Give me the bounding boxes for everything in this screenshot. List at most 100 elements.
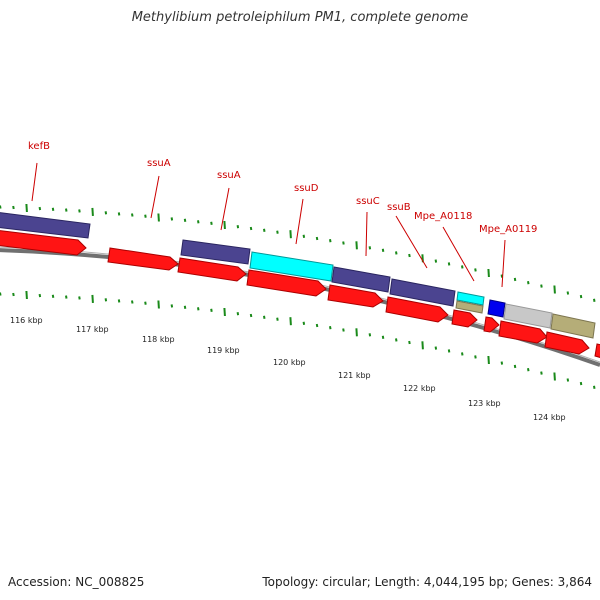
inner-tick-26 (342, 328, 345, 332)
outer-tick-23 (302, 234, 306, 238)
scale-label-118: 118 kbp (142, 335, 175, 344)
inner-tick-2 (25, 290, 28, 300)
leader-Mpe_A0119 (501, 239, 506, 288)
inner-tick-7 (91, 294, 94, 303)
inner-tick-45 (593, 385, 596, 389)
inner-tick-29 (381, 335, 385, 339)
outer-tick-15 (197, 220, 200, 224)
scale-label-120: 120 kbp (273, 358, 306, 367)
outer-tick-36 (474, 268, 477, 272)
trna-block-small (455, 300, 484, 314)
inner-tick-22 (289, 317, 292, 326)
outer-tick-7 (91, 207, 94, 216)
outer-tick-22 (289, 230, 292, 239)
outer-tick-27 (355, 241, 358, 250)
gene-block-ssuC (331, 266, 391, 293)
scale-label-123: 123 kbp (468, 399, 501, 408)
outer-tick-43 (566, 291, 570, 295)
cds-arrow-4 (246, 269, 327, 297)
inner-tick-6 (78, 296, 81, 300)
inner-tick-35 (461, 352, 464, 356)
inner-tick-0 (0, 292, 2, 296)
leader-ssuA-1 (150, 175, 160, 219)
outer-tick-40 (527, 281, 530, 285)
inner-tick-31 (408, 340, 411, 345)
outer-tick-41 (540, 284, 543, 288)
gene-block-ssuA (180, 239, 251, 265)
leader-ssuB (395, 215, 428, 269)
label-ssuB: ssuB (387, 202, 411, 213)
label-ssuD: ssuD (294, 183, 319, 194)
inner-tick-8 (104, 298, 108, 302)
cds-arrow-2 (107, 247, 179, 271)
outer-tick-33 (434, 259, 438, 263)
scale-label-121: 121 kbp (338, 371, 371, 380)
inner-tick-41 (540, 371, 543, 375)
outer-tick-31 (408, 253, 411, 258)
inner-tick-37 (487, 355, 490, 365)
outer-tick-44 (579, 294, 583, 299)
scale-label-119: 119 kbp (207, 346, 240, 355)
scale-label-122: 122 kbp (403, 384, 436, 393)
outer-tick-0 (0, 205, 2, 209)
outer-tick-26 (342, 241, 345, 245)
outer-tick-16 (210, 221, 213, 225)
label-Mpe_A0119: Mpe_A0119 (479, 224, 537, 235)
inner-tick-42 (553, 372, 556, 381)
outer-tick-13 (170, 217, 174, 221)
inner-tick-17 (223, 307, 226, 317)
outer-tick-18 (236, 225, 240, 229)
outer-tick-25 (329, 239, 332, 243)
gene-block-kefB (0, 212, 91, 239)
inner-tick-10 (131, 300, 134, 304)
cds-arrow-8 (483, 316, 500, 333)
cds-arrow-5 (327, 284, 384, 308)
topology-text: Topology: circular; Length: 4,044,195 bp… (262, 575, 592, 589)
inner-tick-3 (38, 293, 42, 298)
label-Mpe_A0118: Mpe_A0118 (414, 211, 472, 222)
outer-tick-30 (395, 251, 398, 255)
cds-arrow-3 (177, 257, 247, 282)
inner-tick-16 (210, 308, 213, 312)
outer-tick-42 (553, 285, 556, 294)
outer-tick-9 (117, 212, 121, 216)
inner-tick-5 (65, 295, 68, 299)
inner-tick-25 (329, 326, 332, 330)
inner-tick-18 (236, 312, 240, 316)
gene-block-ssuB (389, 278, 456, 307)
inner-tick-21 (276, 317, 279, 321)
inner-tick-30 (395, 338, 398, 342)
inner-tick-20 (263, 315, 266, 319)
inner-tick-12 (157, 300, 160, 309)
label-ssuA-2: ssuA (217, 170, 241, 181)
leader-kefB (31, 162, 38, 202)
outer-tick-17 (223, 220, 226, 230)
inner-tick-19 (249, 313, 253, 318)
outer-tick-28 (368, 246, 372, 250)
outer-minor-ticks (0, 203, 596, 302)
inner-tick-43 (566, 378, 570, 382)
outer-tick-35 (461, 265, 464, 269)
outer-tick-1 (12, 205, 15, 210)
rrna-block-small (456, 291, 485, 306)
leader-ssuD (295, 198, 304, 245)
inner-tick-4 (51, 294, 55, 298)
inner-tick-9 (117, 299, 121, 303)
scale-label-117: 117 kbp (76, 325, 109, 334)
inner-tick-13 (170, 304, 174, 308)
outer-tick-14 (183, 218, 187, 222)
outer-tick-5 (65, 208, 68, 212)
outer-tick-3 (38, 206, 42, 211)
outer-tick-39 (513, 277, 517, 282)
outer-tick-10 (131, 213, 134, 217)
rrna-block-ssuD (249, 251, 334, 282)
inner-tick-1 (12, 292, 15, 297)
outer-tick-34 (447, 262, 451, 266)
scale-label-124: 124 kbp (533, 413, 566, 422)
inner-tick-32 (421, 341, 424, 350)
outer-tick-45 (593, 298, 596, 302)
outer-tick-8 (104, 211, 108, 215)
inner-tick-28 (368, 333, 372, 337)
cds-arrow-11 (594, 343, 600, 358)
